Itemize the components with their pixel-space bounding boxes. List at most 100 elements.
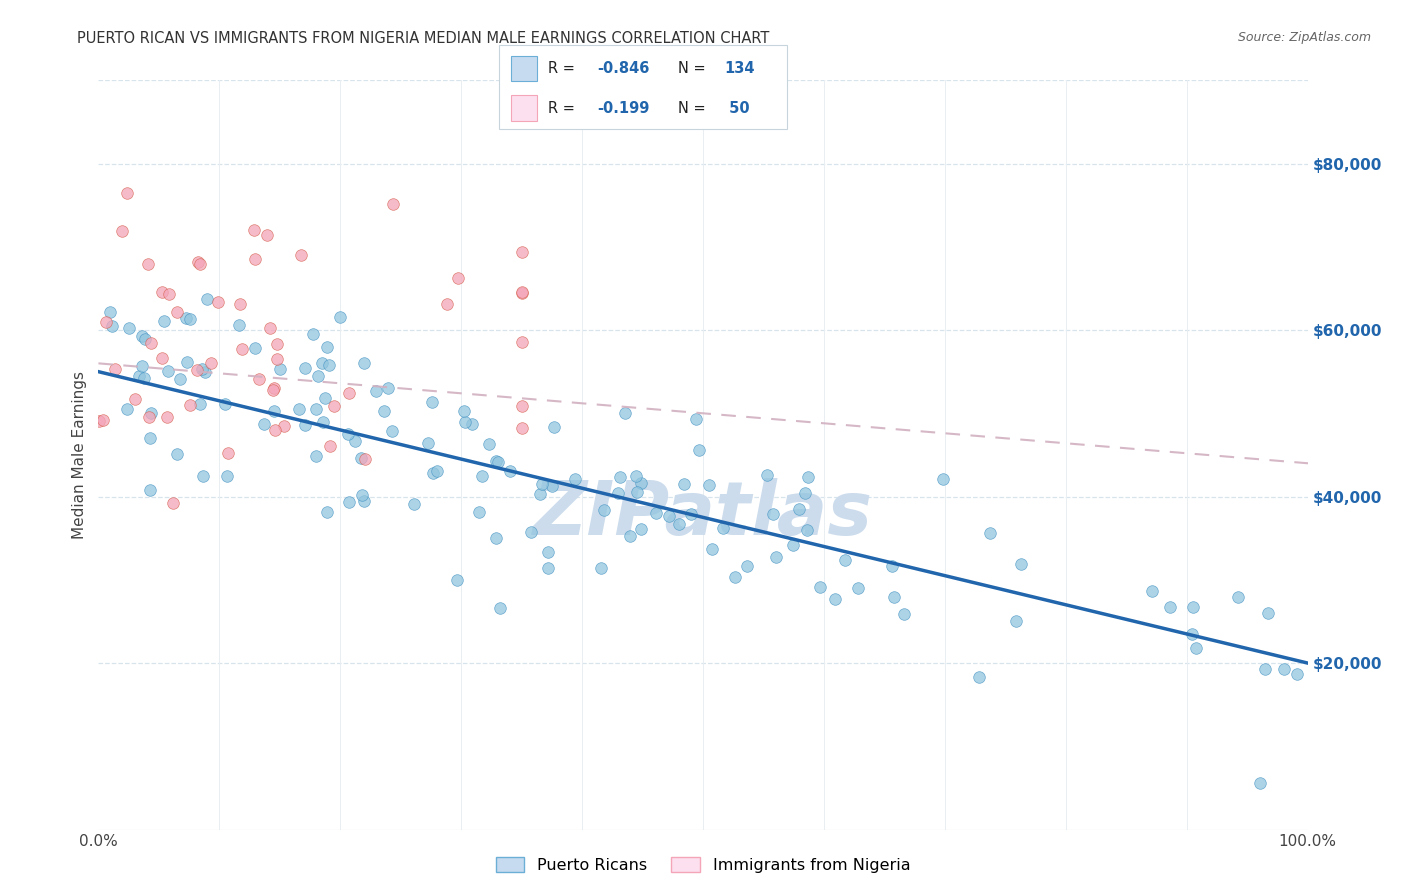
Puerto Ricans xyxy=(169,372,191,386)
Immigrants from Nigeria xyxy=(247,372,270,386)
Puerto Ricans xyxy=(134,332,156,346)
Puerto Ricans xyxy=(537,561,560,575)
Puerto Ricans xyxy=(723,570,745,584)
Immigrants from Nigeria xyxy=(510,335,533,350)
Puerto Ricans xyxy=(846,581,869,595)
Puerto Ricans xyxy=(537,545,560,559)
Puerto Ricans xyxy=(294,361,316,376)
Puerto Ricans xyxy=(228,318,250,333)
Puerto Ricans xyxy=(420,395,443,409)
Puerto Ricans xyxy=(520,524,543,539)
Puerto Ricans xyxy=(461,417,484,432)
Text: -0.199: -0.199 xyxy=(598,101,650,116)
Puerto Ricans xyxy=(979,526,1001,541)
Puerto Ricans xyxy=(318,358,340,372)
Immigrants from Nigeria xyxy=(110,224,132,238)
Puerto Ricans xyxy=(797,470,820,484)
Puerto Ricans xyxy=(350,451,373,466)
Puerto Ricans xyxy=(314,391,336,405)
Immigrants from Nigeria xyxy=(510,244,533,259)
Immigrants from Nigeria xyxy=(162,496,184,510)
Puerto Ricans xyxy=(787,501,810,516)
Puerto Ricans xyxy=(404,497,426,511)
Puerto Ricans xyxy=(1272,662,1295,676)
Immigrants from Nigeria xyxy=(319,439,342,453)
Puerto Ricans xyxy=(138,483,160,497)
Puerto Ricans xyxy=(179,311,201,326)
Text: 134: 134 xyxy=(724,61,755,76)
Puerto Ricans xyxy=(485,454,508,468)
Puerto Ricans xyxy=(685,412,707,426)
Puerto Ricans xyxy=(194,365,217,379)
Puerto Ricans xyxy=(115,401,138,416)
Puerto Ricans xyxy=(529,487,551,501)
Immigrants from Nigeria xyxy=(242,223,264,237)
Text: R =: R = xyxy=(548,101,579,116)
Puerto Ricans xyxy=(366,384,388,399)
Puerto Ricans xyxy=(191,469,214,483)
Puerto Ricans xyxy=(253,417,276,431)
Puerto Ricans xyxy=(808,580,831,594)
Text: 50: 50 xyxy=(724,101,749,116)
Puerto Ricans xyxy=(174,311,197,326)
Puerto Ricans xyxy=(294,417,316,432)
Puerto Ricans xyxy=(702,542,724,557)
Puerto Ricans xyxy=(564,472,586,486)
Puerto Ricans xyxy=(101,318,124,333)
Immigrants from Nigeria xyxy=(104,362,127,376)
Immigrants from Nigeria xyxy=(138,409,160,424)
Immigrants from Nigeria xyxy=(256,227,278,242)
Puerto Ricans xyxy=(269,362,291,376)
Puerto Ricans xyxy=(305,402,328,417)
Immigrants from Nigeria xyxy=(436,297,458,311)
Immigrants from Nigeria xyxy=(510,285,533,300)
Immigrants from Nigeria xyxy=(157,286,180,301)
Puerto Ricans xyxy=(1249,776,1271,790)
Puerto Ricans xyxy=(446,573,468,587)
Puerto Ricans xyxy=(1010,557,1032,571)
Legend: Puerto Ricans, Immigrants from Nigeria: Puerto Ricans, Immigrants from Nigeria xyxy=(489,851,917,880)
Immigrants from Nigeria xyxy=(96,315,118,329)
FancyBboxPatch shape xyxy=(510,55,537,81)
Immigrants from Nigeria xyxy=(136,257,159,271)
Puerto Ricans xyxy=(931,472,953,486)
Puerto Ricans xyxy=(1181,600,1204,615)
Puerto Ricans xyxy=(589,561,612,575)
Puerto Ricans xyxy=(316,341,339,355)
Puerto Ricans xyxy=(98,304,121,318)
Puerto Ricans xyxy=(1181,627,1204,641)
Puerto Ricans xyxy=(377,381,399,395)
Puerto Ricans xyxy=(381,424,404,438)
Immigrants from Nigeria xyxy=(259,320,281,334)
Puerto Ricans xyxy=(343,434,366,448)
Text: Source: ZipAtlas.com: Source: ZipAtlas.com xyxy=(1237,31,1371,45)
Puerto Ricans xyxy=(793,486,815,500)
Puerto Ricans xyxy=(619,529,641,543)
Immigrants from Nigeria xyxy=(91,412,114,426)
Puerto Ricans xyxy=(485,532,508,546)
Puerto Ricans xyxy=(713,521,735,535)
Puerto Ricans xyxy=(882,559,904,574)
Puerto Ricans xyxy=(191,362,214,376)
Text: PUERTO RICAN VS IMMIGRANTS FROM NIGERIA MEDIAN MALE EARNINGS CORRELATION CHART: PUERTO RICAN VS IMMIGRANTS FROM NIGERIA … xyxy=(77,31,769,46)
Puerto Ricans xyxy=(796,523,818,537)
Puerto Ricans xyxy=(131,359,153,374)
Puerto Ricans xyxy=(543,420,565,434)
Puerto Ricans xyxy=(311,356,333,370)
Puerto Ricans xyxy=(499,464,522,478)
Immigrants from Nigeria xyxy=(447,270,470,285)
Puerto Ricans xyxy=(195,292,218,306)
Immigrants from Nigeria xyxy=(150,285,173,299)
Puerto Ricans xyxy=(166,447,188,461)
Puerto Ricans xyxy=(762,507,785,521)
Puerto Ricans xyxy=(1159,599,1181,614)
Immigrants from Nigeria xyxy=(87,414,110,428)
Immigrants from Nigeria xyxy=(510,399,533,413)
Puerto Ricans xyxy=(156,364,179,378)
Puerto Ricans xyxy=(302,327,325,342)
Puerto Ricans xyxy=(1254,662,1277,676)
Immigrants from Nigeria xyxy=(231,343,253,357)
Puerto Ricans xyxy=(418,435,440,450)
Puerto Ricans xyxy=(478,437,501,451)
Puerto Ricans xyxy=(673,476,696,491)
